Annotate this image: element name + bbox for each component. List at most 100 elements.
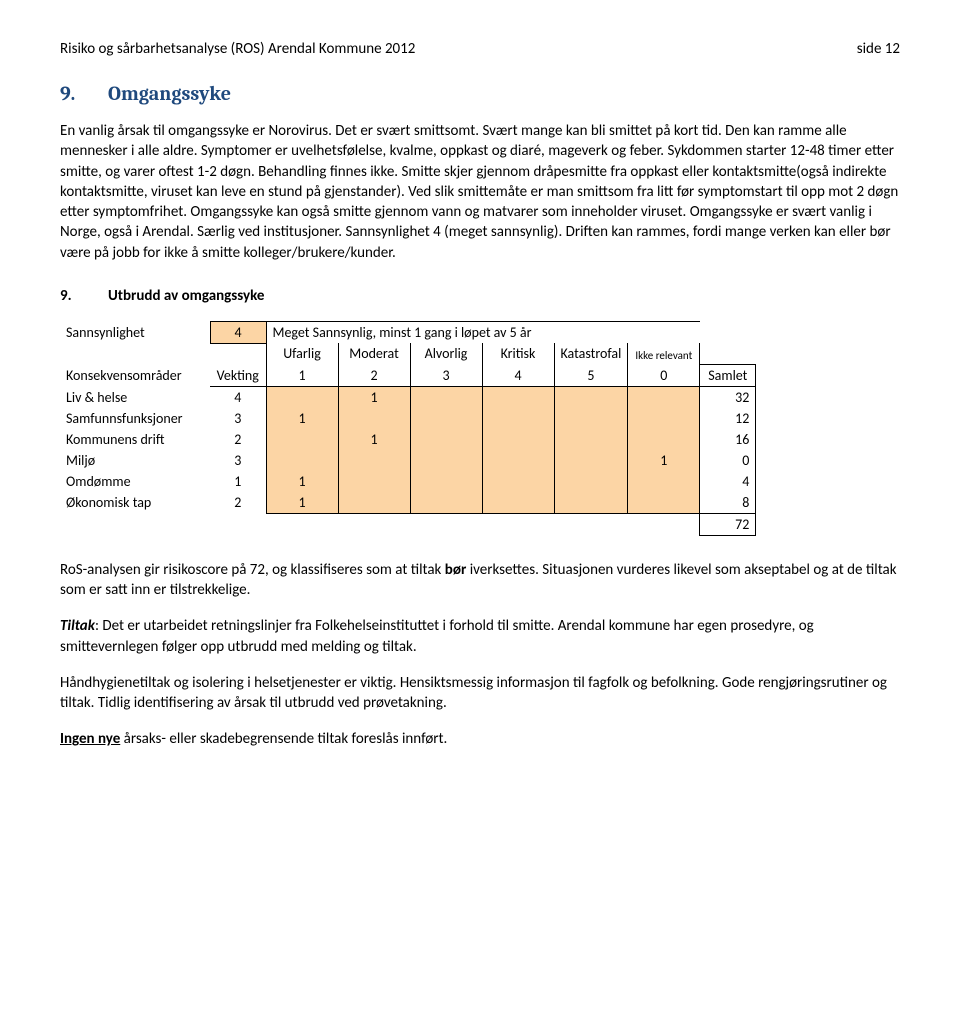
- row-cell: [338, 450, 410, 471]
- row-cell: [482, 386, 554, 408]
- section-number: 9.: [60, 82, 108, 105]
- row-cell: [554, 429, 628, 450]
- row-cell: [628, 386, 700, 408]
- row-cell: [554, 450, 628, 471]
- sannsynlighet-value: 4: [210, 321, 266, 343]
- row-cell: [482, 492, 554, 514]
- severity-header: Katastrofal: [554, 343, 628, 364]
- header-right: side 12: [857, 40, 900, 58]
- row-cell: [628, 429, 700, 450]
- severity-score: 1: [266, 364, 338, 386]
- risk-table: Sannsynlighet 4 Meget Sannsynlig, minst …: [60, 321, 756, 536]
- row-cell: [410, 429, 482, 450]
- conclusion-p2: Tiltak: Det er utarbeidet retningslinjer…: [60, 616, 900, 657]
- row-samlet: 0: [700, 450, 756, 471]
- row-cell: 1: [628, 450, 700, 471]
- row-cell: [554, 386, 628, 408]
- table-row: Økonomisk tap21 8: [60, 492, 756, 514]
- header-left: Risiko og sårbarhetsanalyse (ROS) Arenda…: [60, 40, 415, 58]
- row-vekt: 2: [210, 492, 266, 514]
- row-cell: [554, 408, 628, 429]
- table-row: Samfunnsfunksjoner31 12: [60, 408, 756, 429]
- section-title: 9.Omgangssyke: [60, 82, 900, 105]
- severity-score: 0: [628, 364, 700, 386]
- subsection-title-text: Utbrudd av omgangssyke: [108, 287, 264, 305]
- row-cell: 1: [266, 492, 338, 514]
- vekting-label: Vekting: [210, 364, 266, 386]
- conclusion-p1: RoS-analysen gir risikoscore på 72, og k…: [60, 560, 900, 601]
- severity-header: Kritisk: [482, 343, 554, 364]
- row-cell: [482, 429, 554, 450]
- row-cell: [554, 492, 628, 514]
- row-label: Miljø: [60, 450, 210, 471]
- row-cell: [338, 408, 410, 429]
- row-label: Liv & helse: [60, 386, 210, 408]
- row-label: Samfunnsfunksjoner: [60, 408, 210, 429]
- row-label: Økonomisk tap: [60, 492, 210, 514]
- row-label: Omdømme: [60, 471, 210, 492]
- conclusion-p4: Ingen nye årsaks- eller skadebegrensende…: [60, 729, 900, 749]
- row-cell: 1: [338, 386, 410, 408]
- severity-score: 3: [410, 364, 482, 386]
- row-cell: [338, 471, 410, 492]
- row-vekt: 3: [210, 450, 266, 471]
- row-vekt: 1: [210, 471, 266, 492]
- row-cell: [482, 408, 554, 429]
- row-cell: [628, 492, 700, 514]
- severity-header: Ikke relevant: [628, 343, 700, 364]
- severity-header: Ufarlig: [266, 343, 338, 364]
- row-samlet: 12: [700, 408, 756, 429]
- row-cell: [554, 471, 628, 492]
- row-cell: [266, 386, 338, 408]
- row-cell: [628, 471, 700, 492]
- severity-score: 2: [338, 364, 410, 386]
- row-cell: [410, 492, 482, 514]
- row-samlet: 4: [700, 471, 756, 492]
- text: : Det er utarbeidet retningslinjer fra F…: [60, 617, 814, 655]
- table-row-total: 72: [60, 513, 756, 535]
- table-row: Omdømme114: [60, 471, 756, 492]
- samlet-label: Samlet: [700, 364, 756, 386]
- total-value: 72: [700, 513, 756, 535]
- row-samlet: 8: [700, 492, 756, 514]
- row-vekt: 3: [210, 408, 266, 429]
- text-bold: bør: [445, 561, 467, 579]
- subsection-title: 9.Utbrudd av omgangssyke: [60, 287, 900, 305]
- subsection-number: 9.: [60, 287, 108, 305]
- severity-header: Alvorlig: [410, 343, 482, 364]
- row-cell: [266, 450, 338, 471]
- table-row: Kommunens drift2 1 16: [60, 429, 756, 450]
- konsekvens-label: Konsekvensområder: [60, 364, 210, 386]
- row-cell: [410, 408, 482, 429]
- row-cell: [410, 471, 482, 492]
- sannsynlighet-label: Sannsynlighet: [60, 321, 210, 343]
- table-row: Sannsynlighet 4 Meget Sannsynlig, minst …: [60, 321, 756, 343]
- row-cell: [410, 450, 482, 471]
- row-cell: [410, 386, 482, 408]
- page-header: Risiko og sårbarhetsanalyse (ROS) Arenda…: [60, 40, 900, 58]
- conclusion-p3: Håndhygienetiltak og isolering i helsetj…: [60, 673, 900, 714]
- row-cell: [338, 492, 410, 514]
- row-cell: 1: [266, 408, 338, 429]
- sannsynlighet-desc: Meget Sannsynlig, minst 1 gang i løpet a…: [266, 321, 700, 343]
- row-cell: [266, 429, 338, 450]
- table-row: Konsekvensområder Vekting 1 2 3 4 5 0 Sa…: [60, 364, 756, 386]
- table-row: Liv & helse4 1 32: [60, 386, 756, 408]
- row-label: Kommunens drift: [60, 429, 210, 450]
- row-samlet: 32: [700, 386, 756, 408]
- severity-score: 4: [482, 364, 554, 386]
- row-vekt: 4: [210, 386, 266, 408]
- row-cell: 1: [266, 471, 338, 492]
- row-vekt: 2: [210, 429, 266, 450]
- severity-header: Moderat: [338, 343, 410, 364]
- row-cell: 1: [338, 429, 410, 450]
- section-title-text: Omgangssyke: [108, 82, 231, 105]
- section-body: En vanlig årsak til omgangssyke er Norov…: [60, 121, 900, 263]
- tiltak-label: Tiltak: [60, 617, 95, 635]
- row-samlet: 16: [700, 429, 756, 450]
- row-cell: [482, 450, 554, 471]
- text: RoS-analysen gir risikoscore på 72, og k…: [60, 561, 445, 579]
- text: årsaks- eller skadebegrensende tiltak fo…: [120, 730, 447, 748]
- table-row: Miljø3 10: [60, 450, 756, 471]
- row-cell: [482, 471, 554, 492]
